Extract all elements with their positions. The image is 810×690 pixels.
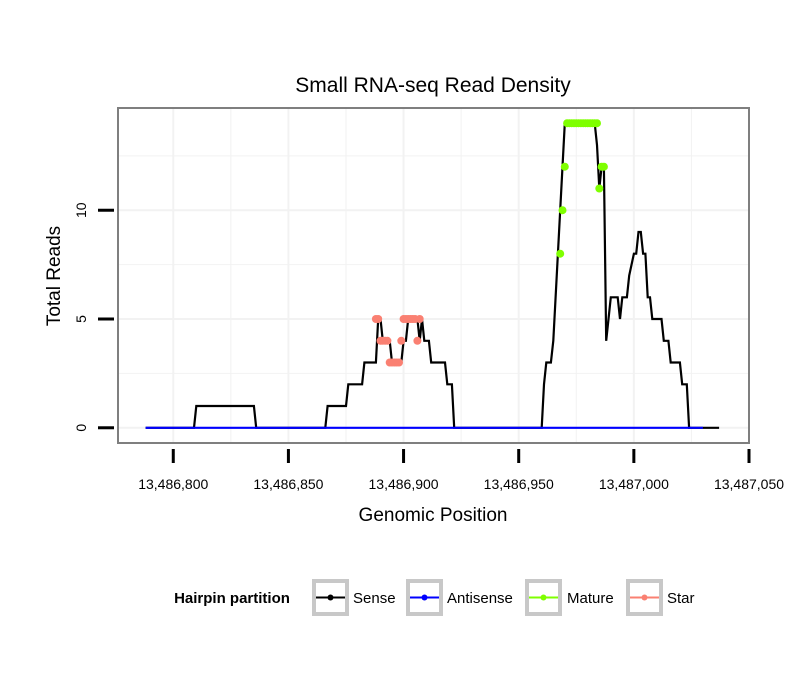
data-point-star xyxy=(395,358,403,367)
legend-label-sense: Sense xyxy=(353,590,396,607)
panel-border xyxy=(117,107,750,444)
points-layer xyxy=(371,119,608,367)
axes: 13,486,800 13,486,850 13,486,900 13,486,950… xyxy=(73,202,784,492)
data-point-star xyxy=(413,336,422,345)
data-point-mature xyxy=(595,184,604,193)
x-tick-label: 13,486,850 xyxy=(253,476,323,492)
y-axis-label: Total Reads xyxy=(44,226,65,326)
chart-title: Small RNA-seq Read Density xyxy=(295,74,571,97)
data-point-mature xyxy=(593,119,601,128)
x-tick-label: 13,486,950 xyxy=(484,476,554,492)
legend-title: Hairpin partition xyxy=(174,590,290,607)
x-tick-label: 13,486,800 xyxy=(138,476,208,492)
data-point-star xyxy=(383,336,392,345)
data-point-star xyxy=(415,315,424,323)
series-line-sense xyxy=(145,122,720,429)
legend-label-mature: Mature xyxy=(567,590,614,607)
data-point-mature xyxy=(560,162,569,171)
y-tick-label: 5 xyxy=(73,315,89,323)
x-tick-label: 13,487,000 xyxy=(599,476,669,492)
data-point-mature xyxy=(558,206,567,215)
legend: Hairpin partition Sense Antisense Mature… xyxy=(174,579,695,616)
legend-dot-mature xyxy=(540,594,547,601)
legend-dot-antisense xyxy=(421,594,428,601)
x-tick-label: 13,486,900 xyxy=(369,476,439,492)
data-point-mature xyxy=(556,249,565,258)
grid xyxy=(118,108,749,443)
series-layer xyxy=(145,122,720,429)
y-tick-label: 0 xyxy=(73,424,89,432)
legend-label-antisense: Antisense xyxy=(447,590,513,607)
x-tick-label: 13,487,050 xyxy=(714,476,784,492)
legend-item-mature: Mature xyxy=(525,579,614,616)
legend-item-sense: Sense xyxy=(312,579,396,616)
legend-label-star: Star xyxy=(667,590,695,607)
x-axis-label: Genomic Position xyxy=(359,505,508,526)
data-point-star xyxy=(374,315,383,323)
legend-item-antisense: Antisense xyxy=(406,579,513,616)
legend-dot-star xyxy=(641,594,648,601)
legend-item-star: Star xyxy=(626,579,695,616)
data-point-star xyxy=(397,336,406,345)
y-tick-label: 10 xyxy=(73,202,89,218)
legend-dot-sense xyxy=(327,594,334,601)
data-point-mature xyxy=(599,162,608,171)
